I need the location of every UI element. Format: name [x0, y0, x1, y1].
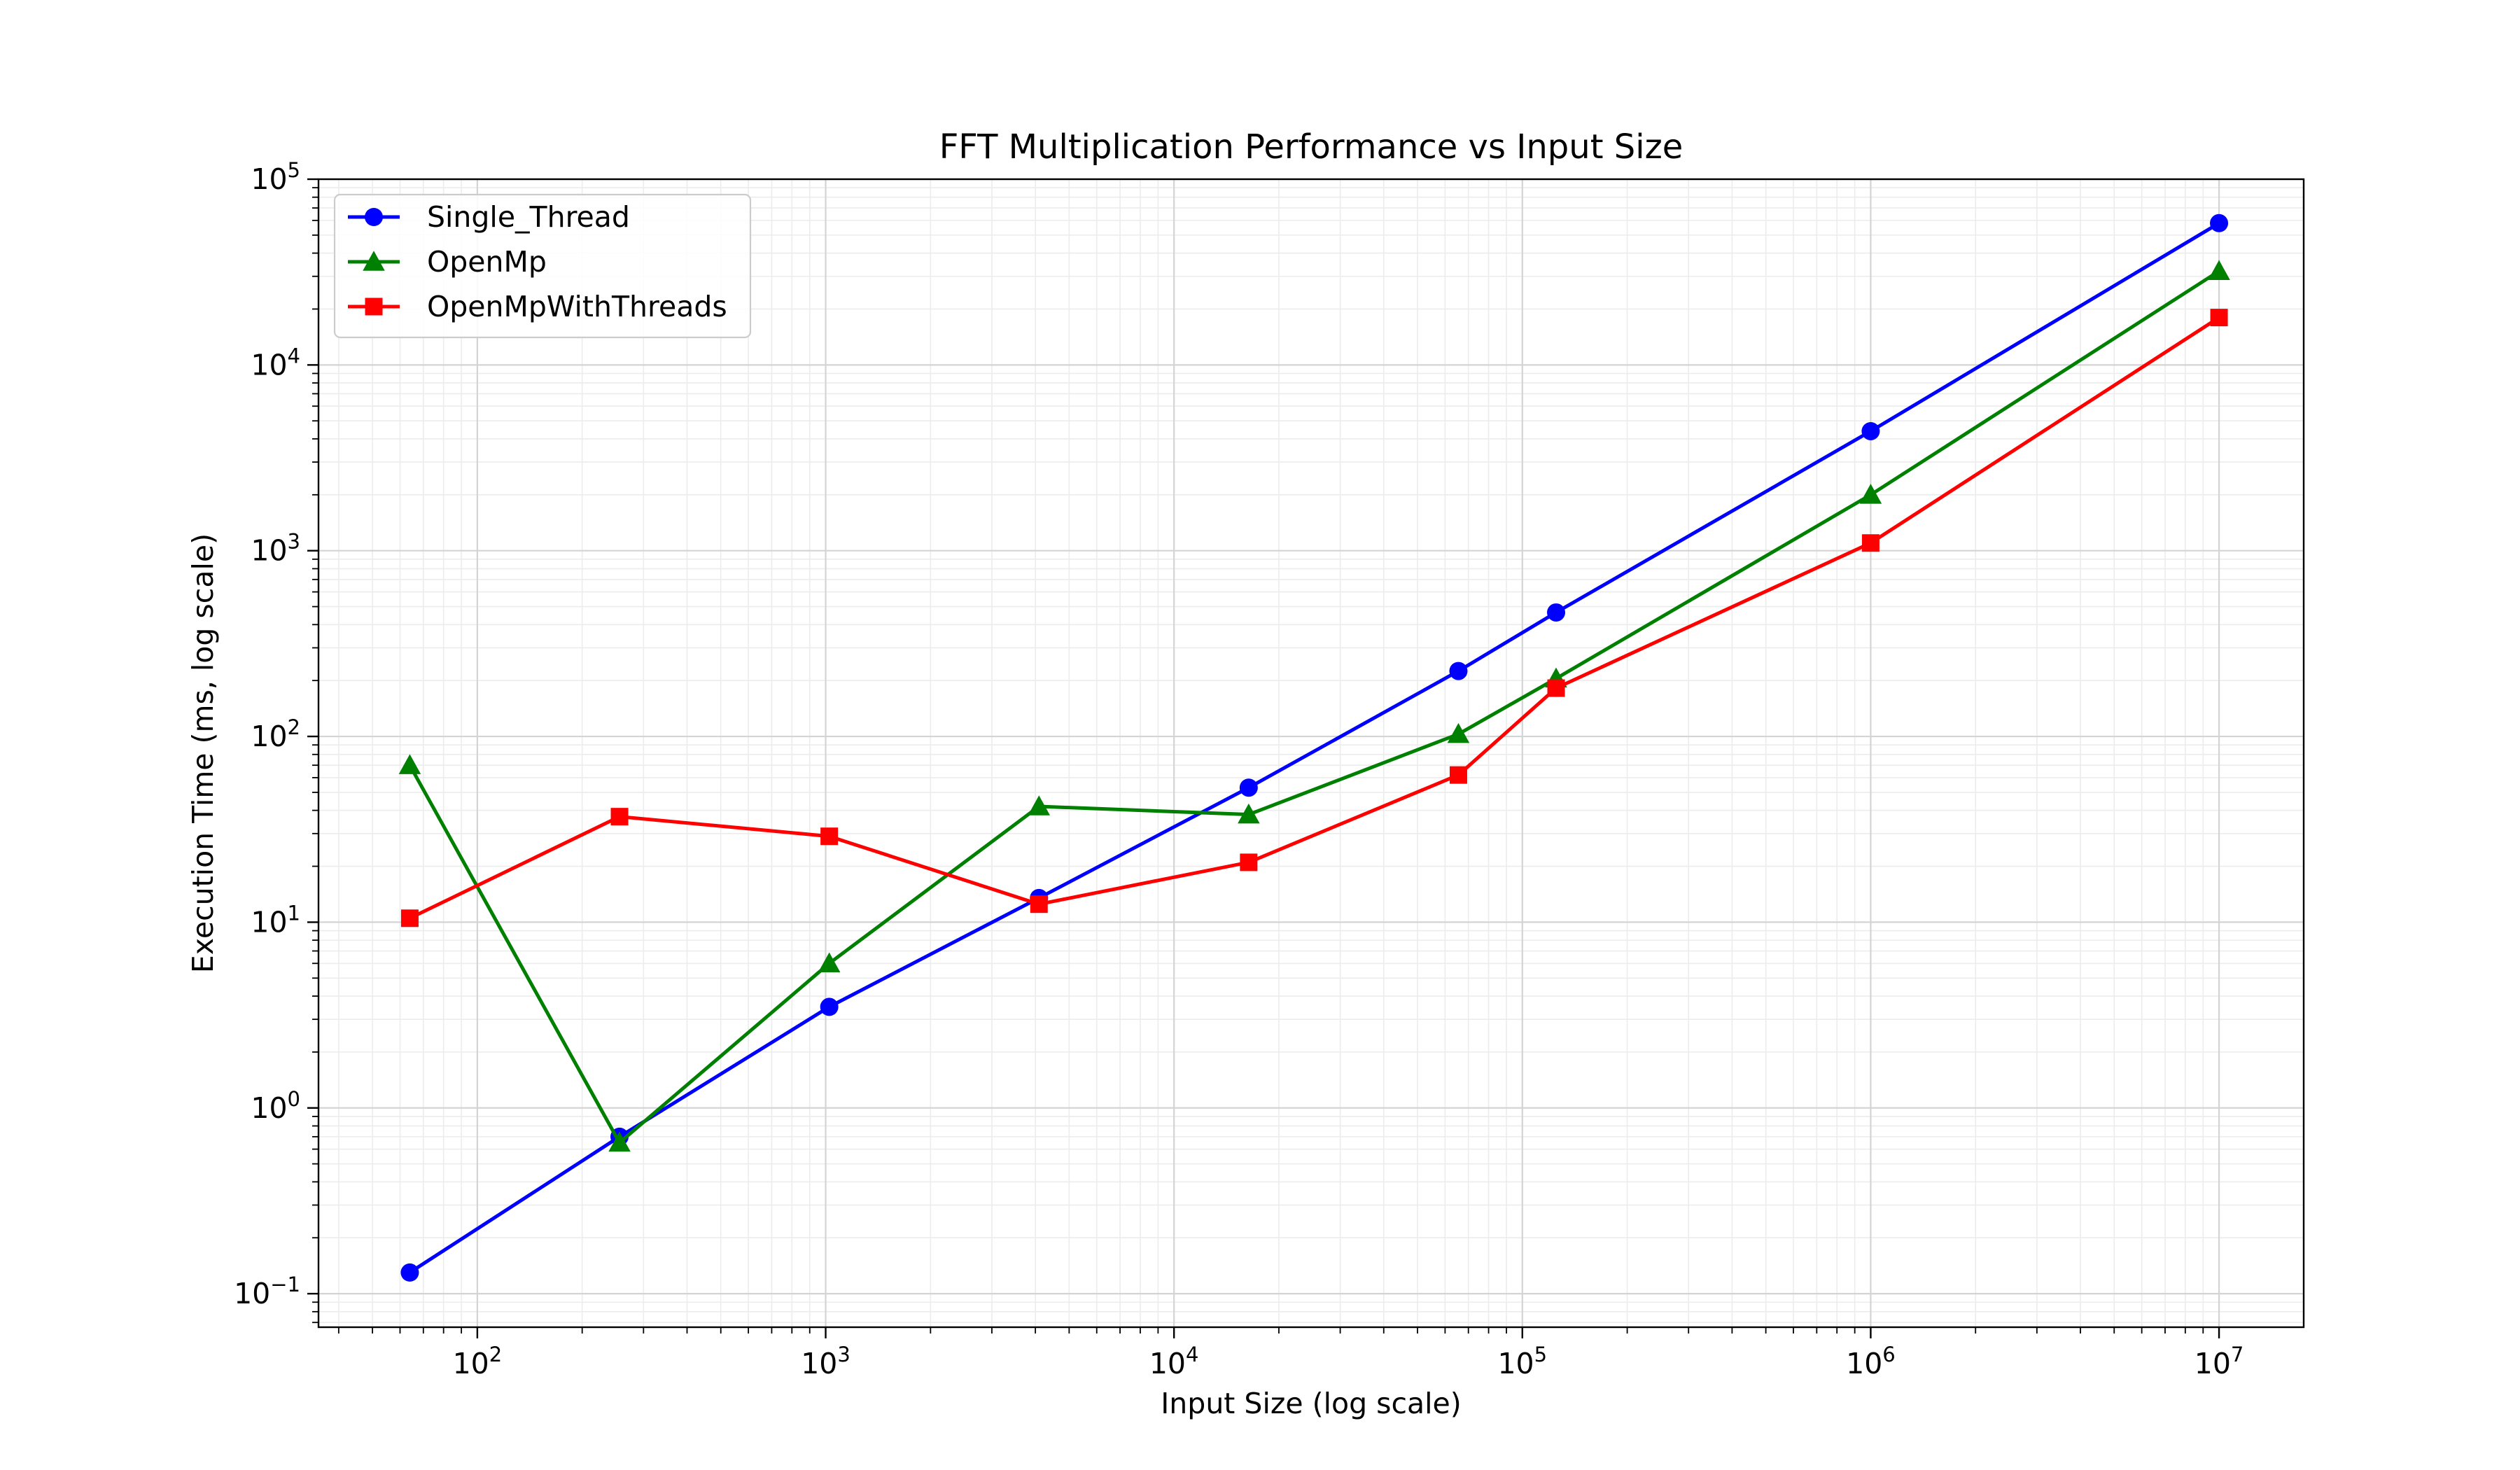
- data-point-openmp: [1028, 795, 1051, 816]
- data-point-single-thread: [2210, 214, 2229, 232]
- x-axis-tick-labels: 102 103 104 105 106 107: [453, 1343, 2244, 1380]
- data-point-openmp: [1238, 803, 1260, 824]
- legend-label: Single_Thread: [427, 200, 630, 234]
- data-point-single-thread: [1861, 421, 1880, 440]
- legend: Single_Thread OpenMp OpenMpWithThreads: [333, 193, 752, 339]
- series-layer: [398, 214, 2230, 1282]
- x-tick-label: 107: [2194, 1343, 2244, 1380]
- data-point-openmpwiththreads: [2210, 309, 2228, 327]
- legend-label: OpenMpWithThreads: [427, 290, 727, 323]
- x-axis-label: Input Size (log scale): [1161, 1387, 1462, 1420]
- y-tick-label: 104: [251, 344, 300, 382]
- y-tick-label: 102: [251, 715, 300, 753]
- y-axis-label: Execution Time (ms, log scale): [186, 533, 220, 973]
- y-tick-label: 10−1: [234, 1273, 300, 1310]
- data-point-openmp: [398, 754, 421, 774]
- series-openmpwiththreads: [400, 309, 2228, 927]
- data-point-openmpwiththreads: [1030, 895, 1048, 913]
- legend-entry-openmp: OpenMp: [348, 245, 547, 279]
- series-openmp: [398, 260, 2230, 1152]
- data-point-openmp: [818, 952, 841, 973]
- legend-entry-single-thread: Single_Thread: [348, 200, 630, 234]
- data-point-openmp: [1447, 722, 1470, 743]
- data-point-single-thread: [1449, 662, 1468, 680]
- chart-title: FFT Multiplication Performance vs Input …: [939, 127, 1684, 167]
- y-tick-label: 103: [251, 530, 300, 568]
- y-tick-label: 105: [251, 158, 300, 196]
- data-point-openmpwiththreads: [1240, 853, 1258, 872]
- y-tick-label: 100: [251, 1087, 300, 1125]
- x-tick-label: 105: [1497, 1343, 1547, 1380]
- data-point-openmpwiththreads: [400, 909, 419, 927]
- data-point-openmpwiththreads: [1547, 679, 1565, 697]
- axis-ticks: [307, 178, 2220, 1338]
- legend-entry-openmpwiththreads: OpenMpWithThreads: [348, 290, 727, 323]
- x-tick-label: 103: [801, 1343, 850, 1380]
- legend-marker: [365, 298, 383, 316]
- legend-marker: [365, 208, 383, 226]
- data-point-openmpwiththreads: [1861, 534, 1879, 552]
- y-tick-label: 101: [251, 901, 300, 939]
- legend-box: [333, 193, 752, 339]
- legend-entries: Single_Thread OpenMp OpenMpWithThreads: [348, 200, 727, 323]
- y-axis-tick-labels: 10−1 100 101 102 103 104 105: [234, 158, 300, 1310]
- legend-marker: [363, 251, 385, 271]
- data-point-openmpwiththreads: [1449, 766, 1467, 784]
- data-point-openmp: [2208, 260, 2230, 281]
- data-point-openmpwiththreads: [610, 808, 629, 826]
- x-tick-label: 104: [1149, 1343, 1199, 1380]
- data-point-single-thread: [820, 997, 839, 1016]
- x-tick-label: 102: [453, 1343, 503, 1380]
- data-point-single-thread: [1239, 778, 1258, 797]
- data-point-openmpwiththreads: [820, 827, 839, 846]
- data-point-openmp: [1859, 484, 1882, 504]
- data-point-single-thread: [400, 1263, 419, 1282]
- plot-frame: [317, 178, 2305, 1329]
- legend-label: OpenMp: [427, 245, 547, 279]
- data-point-single-thread: [1547, 603, 1566, 622]
- x-tick-label: 106: [1846, 1343, 1896, 1380]
- data-point-openmp: [608, 1131, 631, 1152]
